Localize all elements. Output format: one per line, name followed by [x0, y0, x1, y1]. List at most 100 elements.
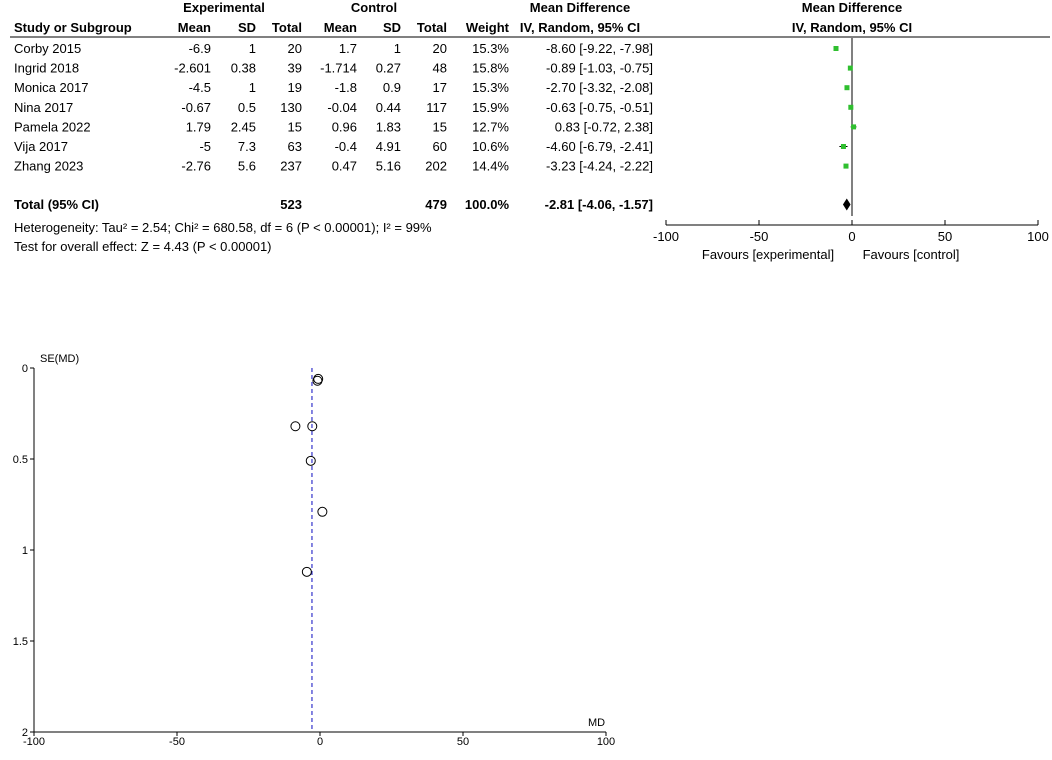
- ctrl-sd: 0.27: [376, 61, 401, 76]
- exp-mean: -5: [199, 139, 211, 154]
- header-total: Total: [272, 20, 302, 35]
- study-marker: [851, 124, 857, 130]
- ctrl-mean: -0.04: [327, 100, 357, 115]
- exp-mean: -6.9: [189, 41, 211, 56]
- ctrl-total: 48: [433, 61, 447, 76]
- ctrl-mean: 1.7: [339, 41, 357, 56]
- funnel-plot: 0 0.5 1 1.5 2-100 -50 0 50 100 SE(MD) MD: [13, 353, 615, 748]
- study-name: Zhang 2023: [14, 159, 83, 174]
- funnel-point: [290, 421, 301, 432]
- study-name: Corby 2015: [14, 41, 81, 56]
- exp-total: 19: [288, 80, 302, 95]
- study-marker: [833, 46, 839, 51]
- funnel-x-tick-label: -100: [23, 736, 45, 748]
- exp-total: 130: [280, 100, 302, 115]
- forest-x-tick-label: -100: [653, 229, 679, 244]
- overall-effect-text: Test for overall effect: Z = 4.43 (P < 0…: [14, 239, 272, 254]
- exp-total: 20: [288, 41, 302, 56]
- study-name: Pamela 2022: [14, 119, 91, 134]
- ctrl-sd: 1.83: [376, 119, 401, 134]
- exp-mean: 1.79: [186, 119, 211, 134]
- header-method: IV, Random, 95% CI: [520, 20, 640, 35]
- ctrl-mean: -1.714: [320, 61, 357, 76]
- ctrl-sd: 1: [394, 41, 401, 56]
- header-mean-c: Mean: [324, 20, 357, 35]
- favours-control-label: Favours [control]: [863, 247, 960, 262]
- exp-sd: 1: [249, 80, 256, 95]
- funnel-point: [305, 455, 316, 466]
- forest-x-tick-label: -50: [750, 229, 769, 244]
- total-label: Total (95% CI): [14, 197, 99, 212]
- ctrl-mean: -0.4: [335, 139, 357, 154]
- exp-sd: 7.3: [238, 139, 256, 154]
- md-ci: -8.60 [-9.22, -7.98]: [546, 41, 653, 56]
- weight: 14.4%: [472, 159, 509, 174]
- ctrl-sd: 0.9: [383, 80, 401, 95]
- total-exp: 523: [280, 197, 302, 212]
- md-ci: -3.23 [-4.24, -2.22]: [546, 159, 653, 174]
- funnel-x-tick-label: 50: [457, 736, 469, 748]
- study-row: Vija 2017 -5 7.3 63 -0.4 4.91 60 10.6% -4.60 [-6…: [14, 139, 653, 154]
- exp-total: 39: [288, 61, 302, 76]
- funnel-point: [317, 506, 328, 517]
- study-marker: [848, 104, 854, 110]
- exp-mean: -2.601: [174, 61, 211, 76]
- funnel-y-tick-label: 0.5: [13, 454, 28, 466]
- weight: 15.3%: [472, 41, 509, 56]
- forest-plot: Experimental Control Mean Difference Mea…: [10, 0, 1050, 262]
- y-axis-label: SE(MD): [40, 353, 79, 365]
- study-row: Corby 2015 -6.9 1 20 1.7 1 20 15.3% -8.60 [-9.22…: [14, 41, 653, 56]
- x-axis-label: MD: [588, 717, 605, 729]
- study-marker: [844, 85, 850, 91]
- total-md-ci: -2.81 [-4.06, -1.57]: [545, 197, 653, 212]
- header-total-c: Total: [417, 20, 447, 35]
- exp-mean: -4.5: [189, 80, 211, 95]
- ctrl-mean: 0.47: [332, 159, 357, 174]
- study-name: Ingrid 2018: [14, 61, 79, 76]
- weight: 12.7%: [472, 119, 509, 134]
- header-sd-c: SD: [383, 20, 401, 35]
- study-row: Monica 2017 -4.5 1 19 -1.8 0.9 17 15.3% -2.70 [-…: [14, 80, 653, 95]
- ctrl-total: 117: [426, 100, 447, 115]
- funnel-x-tick-label: 100: [597, 736, 615, 748]
- ctrl-total: 20: [433, 41, 447, 56]
- weight: 15.9%: [472, 100, 509, 115]
- study-name: Vija 2017: [14, 139, 68, 154]
- study-marker: [840, 144, 846, 149]
- exp-sd: 2.45: [231, 119, 256, 134]
- study-marker: [843, 163, 849, 169]
- total-ctrl: 479: [425, 197, 447, 212]
- md-ci: -4.60 [-6.79, -2.41]: [546, 139, 653, 154]
- total-weight: 100.0%: [465, 197, 510, 212]
- funnel-x-tick-label: -50: [169, 736, 185, 748]
- exp-mean: -0.67: [181, 100, 211, 115]
- funnel-y-tick-label: 2: [22, 727, 28, 739]
- weight: 15.3%: [472, 80, 509, 95]
- header-method-plot: IV, Random, 95% CI: [792, 20, 912, 35]
- exp-total: 237: [280, 159, 302, 174]
- md-ci: -2.70 [-3.32, -2.08]: [546, 80, 653, 95]
- favours-experimental-label: Favours [experimental]: [702, 247, 834, 262]
- total-row: Total (95% CI) 523 479 100.0% -2.81 [-4.06, …: [14, 197, 653, 212]
- ctrl-total: 15: [433, 119, 447, 134]
- ctrl-mean: 0.96: [332, 119, 357, 134]
- study-name: Nina 2017: [14, 100, 73, 115]
- study-name: Monica 2017: [14, 80, 88, 95]
- header-study: Study or Subgroup: [14, 20, 132, 35]
- exp-sd: 0.38: [231, 61, 256, 76]
- weight: 10.6%: [472, 139, 509, 154]
- ctrl-sd: 4.91: [376, 139, 401, 154]
- ctrl-mean: -1.8: [335, 80, 357, 95]
- exp-sd: 1: [249, 41, 256, 56]
- md-ci: 0.83 [-0.72, 2.38]: [555, 119, 653, 134]
- study-row: Pamela 2022 1.79 2.45 15 0.96 1.83 15 12.7% 0.83…: [14, 119, 653, 134]
- ctrl-total: 202: [425, 159, 447, 174]
- funnel-point: [313, 373, 324, 384]
- ctrl-sd: 5.16: [376, 159, 401, 174]
- ctrl-total: 60: [433, 139, 447, 154]
- header-mean: Mean: [178, 20, 211, 35]
- weight: 15.8%: [472, 61, 509, 76]
- funnel-y-tick-label: 0: [22, 363, 28, 375]
- study-row: Nina 2017 -0.67 0.5 130 -0.04 0.44 117 15.9% -0.…: [14, 100, 653, 115]
- header-weight: Weight: [466, 20, 510, 35]
